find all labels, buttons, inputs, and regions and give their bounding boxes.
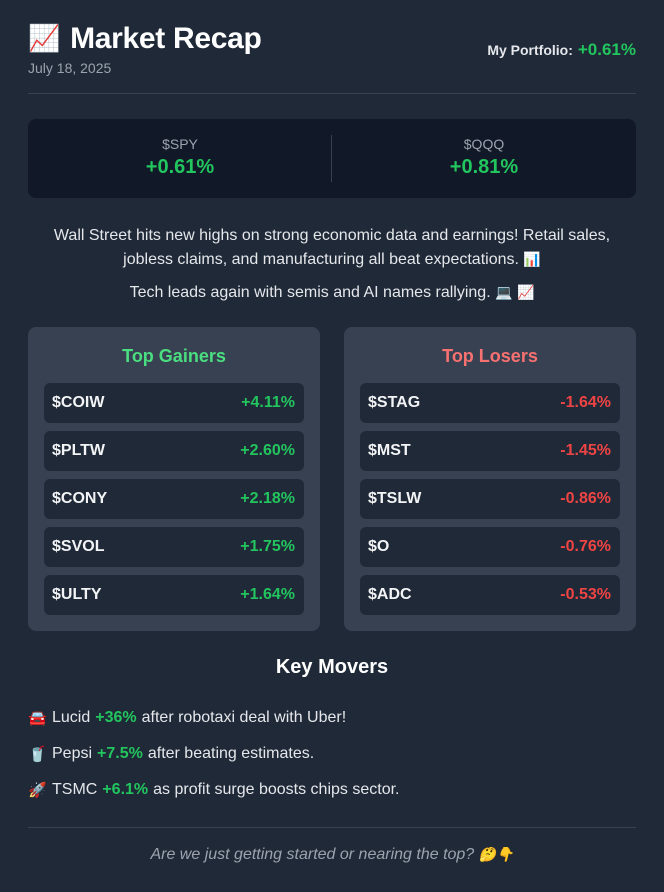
mover-name: Lucid [52,709,91,726]
list-item: $TSLW -0.86% [360,479,620,519]
index-symbol: $QQQ [463,136,505,152]
key-movers-list: 🚘 Lucid +36% after robotaxi deal with Ub… [28,700,636,808]
portfolio-value: +0.61% [577,40,636,59]
ticker: $PLTW [52,442,106,459]
portfolio-summary: My Portfolio: +0.61% [487,40,636,60]
list-item: 🚀 TSMC +6.1% as profit surge boosts chip… [28,772,636,808]
summary-line-1: Wall Street hits new highs on strong eco… [28,224,636,272]
index-change: +0.61% [145,156,215,178]
change: -0.76% [560,538,611,555]
summary-text-1: Wall Street hits new highs on strong eco… [53,227,611,268]
market-summary: Wall Street hits new highs on strong eco… [28,224,636,305]
key-movers-title: Key Movers [275,656,389,678]
ticker: $ADC [368,586,412,603]
list-item: $MST -1.45% [360,431,620,471]
index-spy: $SPY +0.61% [28,119,332,198]
mover-text: as profit surge boosts chips sector. [153,781,400,798]
drink-icon: 🥤 [28,745,47,763]
ticker: $SVOL [52,538,105,555]
top-losers-panel: Top Losers $STAG -1.64% $MST -1.45% $TSLW -… [344,327,636,631]
list-item: $ADC -0.53% [360,575,620,615]
thinking-pointing-icon: 🤔👇 [478,847,514,863]
list-item: $STAG -1.64% [360,383,620,423]
top-gainers-title: Top Gainers [122,346,226,366]
footer-question: Are we just getting started or nearing t… [28,846,636,864]
change: +1.64% [240,586,295,603]
change: +4.11% [241,394,295,411]
ticker: $O [368,538,390,555]
change: +2.60% [240,442,295,459]
portfolio-label: My Portfolio: [487,42,573,58]
footer-text: Are we just getting started or nearing t… [150,846,475,863]
index-symbol: $SPY [162,136,198,152]
index-qqq: $QQQ +0.81% [332,119,636,198]
summary-text-2: Tech leads again with semis and AI names… [129,284,491,301]
list-item: 🚘 Lucid +36% after robotaxi deal with Ub… [28,700,636,736]
list-item: $O -0.76% [360,527,620,567]
list-item: 🥤 Pepsi +7.5% after beating estimates. [28,736,636,772]
change: -0.86% [560,490,611,507]
mover-name: Pepsi [52,745,93,762]
summary-line-2: Tech leads again with semis and AI names… [28,281,636,305]
mover-gain: +36% [95,709,137,726]
mover-gain: +6.1% [102,781,149,798]
list-item: $CONY +2.18% [44,479,304,519]
report-date: July 18, 2025 [28,60,112,76]
divider [331,135,332,182]
mover-name: TSMC [52,781,98,798]
index-change: +0.81% [449,156,519,178]
ticker: $ULTY [52,586,102,603]
change: -1.64% [560,394,611,411]
change: +2.18% [240,490,295,507]
change: -0.53% [560,586,611,603]
index-summary-card: $SPY +0.61% $QQQ +0.81% [28,119,636,198]
ticker: $STAG [368,394,421,411]
bar-chart-icon: 📊 [523,252,541,268]
list-item: $COIW +4.11% [44,383,304,423]
ticker: $COIW [52,394,105,411]
mover-text: after robotaxi deal with Uber! [141,709,347,726]
mover-gain: +7.5% [97,745,143,762]
top-gainers-panel: Top Gainers $COIW +4.11% $PLTW +2.60% $CON… [28,327,320,631]
market-recap-card: 📈 Market Recap July 18, 2025 My Portfoli… [28,0,636,863]
header: 📈 Market Recap July 18, 2025 My Portfoli… [28,0,636,94]
laptop-chart-icon: 💻 📈 [495,285,535,301]
page-title: 📈 Market Recap [28,22,262,56]
rocket-icon: 🚀 [28,781,47,799]
ticker: $MST [368,442,411,459]
change: -1.45% [560,442,611,459]
divider [28,827,636,828]
title-text: Market Recap [70,22,262,55]
mover-text: after beating estimates. [147,745,315,762]
ticker: $TSLW [368,490,422,507]
list-item: $ULTY +1.64% [44,575,304,615]
car-icon: 🚘 [28,709,47,727]
list-item: $SVOL +1.75% [44,527,304,567]
top-losers-title: Top Losers [442,346,538,366]
change: +1.75% [240,538,295,555]
list-item: $PLTW +2.60% [44,431,304,471]
ticker: $CONY [52,490,108,507]
chart-increasing-icon: 📈 [28,24,61,54]
